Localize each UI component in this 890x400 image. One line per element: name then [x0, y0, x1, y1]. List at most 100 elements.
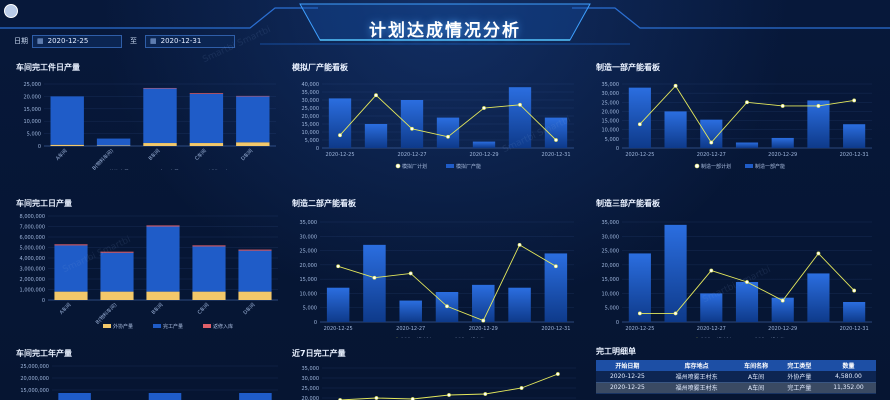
x-tick-label: 2020-12-27: [396, 326, 425, 332]
table-cell: 外协产量: [777, 371, 821, 383]
chart-dept1-capacity: 35,000 30,000 25,000 20,000 15,000 10,000 5,00…: [602, 82, 872, 170]
table-header-row: 开始日期 库存地点 车间名称 完工类型 数量: [596, 360, 876, 371]
y-tick-label: 10,000: [602, 291, 620, 297]
y-tick-label: 2,000,000: [20, 277, 45, 283]
bar: [364, 124, 388, 148]
y-tick-label: 10,000: [302, 130, 320, 136]
x-tick-label: 2020-12-31: [840, 326, 869, 332]
panel-dept2-capacity: 制造二部产能看板 35,000 30,000 25,000 20,000 15,000 1…: [292, 198, 582, 338]
y-tick-label: 8,000,000: [20, 214, 45, 220]
y-tick-label: 40,000: [302, 82, 320, 88]
bar: [508, 287, 531, 322]
table-row[interactable]: 2020-12-25 福州喷雾王村东 A车间 外协产量 4,580.00: [596, 371, 876, 383]
chart-7day-output: 35,000 30,000 25,000 20,000: [302, 366, 576, 400]
bar-segment: [100, 291, 134, 300]
plan-point: [410, 126, 414, 131]
completion-detail-panel: 完工明细单 开始日期 库存地点 车间名称 完工类型 数量 2020-12-25 …: [596, 346, 876, 400]
column-header[interactable]: 车间名称: [734, 360, 778, 371]
column-header[interactable]: 开始日期: [596, 360, 659, 371]
plan-point: [374, 93, 378, 98]
y-tick-label: 30,000: [602, 234, 620, 240]
y-tick-label: 15,000,000: [20, 388, 49, 394]
legend-label: 制造一部产能: [755, 163, 785, 170]
y-tick-label: 5,000: [605, 137, 619, 143]
y-tick-label: 35,000: [300, 220, 318, 226]
x-tick-label: A车间: [54, 147, 68, 161]
x-tick-label: 2020-12-27: [697, 326, 726, 332]
bar-segment: [238, 291, 272, 300]
x-tick-label: C车间: [196, 301, 210, 315]
bar: [436, 117, 460, 148]
output-point: [374, 396, 379, 400]
panel-title: 制造一部产能看板: [596, 63, 660, 72]
y-tick-label: 1,000,000: [20, 288, 45, 294]
completion-detail-table: 开始日期 库存地点 车间名称 完工类型 数量 2020-12-25 福州喷雾王村…: [596, 360, 876, 394]
end-date-input[interactable]: ▦ 2020-12-31: [145, 34, 235, 48]
table-cell: 完工产量: [777, 382, 821, 394]
date-label: 日期: [14, 37, 28, 45]
x-tick-label: C车间: [193, 147, 207, 161]
bar: [664, 111, 687, 148]
table-row[interactable]: 2020-12-25 福州喷雾王村东 A车间 完工产量 11,352.00: [596, 382, 876, 394]
start-date-input[interactable]: ▦ 2020-12-25: [32, 34, 122, 48]
plan-point: [780, 104, 785, 108]
table-cell: A车间: [734, 371, 778, 383]
date-separator: 至: [130, 37, 137, 45]
legend-swatch: [694, 163, 700, 169]
y-tick-label: 30,000: [300, 234, 318, 240]
x-tick-label: A车间: [58, 301, 72, 315]
bar: [700, 293, 723, 322]
table-cell: 2020-12-25: [596, 371, 659, 383]
y-tick-label: 15,000: [602, 119, 620, 125]
y-tick-label: 7,000,000: [20, 225, 45, 231]
panel-title: 车间完工件日产量: [16, 63, 80, 72]
y-tick-label: 5,000,000: [20, 246, 45, 252]
x-tick-label: B车间: [147, 147, 161, 161]
chart-workshop-monthly-output: 8,000,000 7,000,000 6,000,000 5,000,000 4,00…: [20, 214, 278, 330]
bar-segment: [54, 244, 88, 246]
column-header[interactable]: 数量: [820, 360, 876, 371]
table-cell: 2020-12-25: [596, 382, 659, 394]
y-tick-label: 25,000: [300, 249, 318, 255]
legend-label: 制造三部计划: [701, 337, 731, 338]
chart-workshop-daily-output: 25,000 20,000 15,000 10,000 5,000 0 A车间 B(物料车间)…: [24, 82, 276, 170]
calendar-icon: ▦: [37, 36, 44, 45]
y-tick-label: 5,000: [27, 132, 41, 138]
y-tick-label: 25,000,000: [20, 364, 49, 370]
plan-point: [780, 298, 785, 303]
column-header[interactable]: 完工类型: [777, 360, 821, 371]
bar-segment: [189, 93, 224, 94]
y-tick-label: 0: [616, 320, 619, 326]
dashboard-header: 计划达成情况分析: [0, 0, 890, 54]
y-tick-label: 20,000: [24, 94, 42, 100]
table-cell: 福州喷雾王村东: [658, 382, 735, 394]
y-tick-label: 10,000: [24, 119, 42, 125]
x-tick-label: 2020-12-29: [469, 152, 498, 158]
x-tick-label: B车间: [150, 301, 164, 315]
bar-segment: [146, 226, 180, 292]
plan-point: [518, 102, 522, 107]
output-point: [410, 397, 415, 400]
x-tick-label: 2020-12-25: [324, 326, 353, 332]
table-cell: A车间: [734, 382, 778, 394]
y-tick-label: 0: [314, 320, 317, 326]
y-tick-label: 0: [316, 146, 319, 152]
x-tick-label: 2020-12-27: [697, 152, 726, 158]
app-logo-icon[interactable]: [4, 4, 18, 18]
bar: [326, 287, 350, 322]
legend-label: 外协产量: [109, 169, 129, 170]
legend-label: 外协产量: [113, 323, 133, 330]
plan-point: [745, 100, 749, 105]
bar: [628, 87, 651, 148]
column-header[interactable]: 库存地点: [658, 360, 735, 371]
header-frame: [0, 3, 890, 45]
y-tick-label: 20,000: [300, 263, 318, 269]
plan-point: [338, 133, 342, 138]
bar: [771, 297, 794, 322]
table-cell: 福州喷雾王村东: [658, 371, 735, 383]
bar-segment: [96, 138, 131, 146]
legend-swatch: [446, 164, 454, 168]
x-tick-label: 2020-12-25: [625, 326, 654, 332]
plan-point: [852, 98, 857, 103]
y-tick-label: 10,000: [602, 128, 620, 134]
